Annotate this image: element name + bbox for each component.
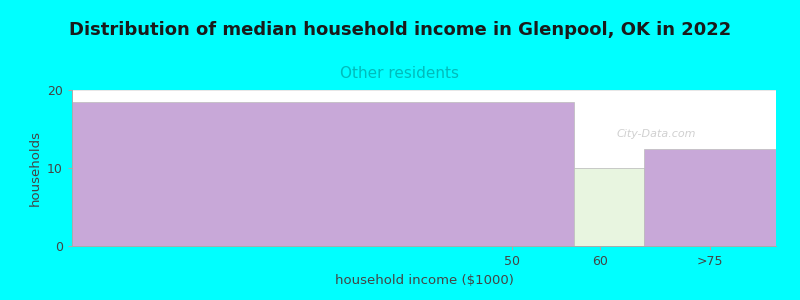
X-axis label: household income ($1000): household income ($1000) — [334, 274, 514, 286]
Text: Distribution of median household income in Glenpool, OK in 2022: Distribution of median household income … — [69, 21, 731, 39]
Y-axis label: households: households — [29, 130, 42, 206]
Bar — [644, 148, 776, 246]
Bar — [574, 168, 644, 246]
Text: Other residents: Other residents — [341, 66, 459, 81]
Bar — [72, 102, 574, 246]
Text: City-Data.com: City-Data.com — [617, 129, 696, 139]
